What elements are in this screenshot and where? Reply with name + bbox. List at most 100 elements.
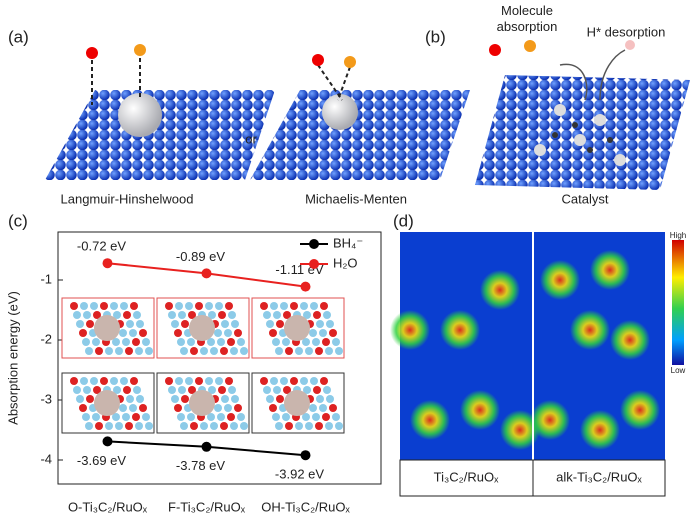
density-blob — [460, 390, 500, 430]
inset-atom — [295, 422, 303, 430]
inset-atom — [185, 302, 193, 310]
inset-atom — [168, 311, 176, 319]
density-blob — [440, 310, 480, 350]
inset-atom — [227, 338, 235, 346]
density-blob — [390, 310, 430, 350]
value-label: -3.69 eV — [77, 453, 126, 468]
density-blob — [410, 400, 450, 440]
caption: Langmuir-Hinshelwood — [61, 191, 194, 206]
inset-atom — [228, 386, 236, 394]
inset-atom — [177, 338, 185, 346]
inset-atom — [225, 377, 233, 385]
inset-atom — [315, 422, 323, 430]
inset-atom — [171, 395, 179, 403]
inset-atom — [180, 347, 188, 355]
value-label: -0.72 eV — [77, 239, 126, 254]
inset-atom — [266, 395, 274, 403]
inset-atom — [119, 329, 127, 337]
inset-atom — [181, 320, 189, 328]
marker — [300, 281, 311, 292]
inset-atom — [303, 311, 311, 319]
inset-atom — [79, 404, 87, 412]
inset-atom — [272, 413, 280, 421]
y-tick-label: -4 — [40, 451, 52, 466]
inset-atom — [283, 311, 291, 319]
inset-atom — [319, 404, 327, 412]
inset-atom — [300, 302, 308, 310]
inset-atom — [309, 329, 317, 337]
inset-atom — [80, 377, 88, 385]
inset-atom — [215, 302, 223, 310]
inset-atom — [272, 338, 280, 346]
label: Molecule absorption — [497, 3, 558, 34]
atom — [118, 93, 162, 137]
inset-atom — [165, 377, 173, 385]
y-tick-label: -1 — [40, 271, 52, 286]
density-blob — [620, 390, 660, 430]
inset-cluster — [284, 315, 310, 341]
inset-atom — [200, 422, 208, 430]
inset-atom — [310, 377, 318, 385]
inset-atom — [300, 377, 308, 385]
inset-atom — [76, 320, 84, 328]
panel-a: (a) or Langmuir-Hinshelwood Michaelis-Me… — [8, 27, 470, 206]
inset-atom — [82, 338, 90, 346]
inset-atom — [188, 311, 196, 319]
inset-atom — [326, 395, 334, 403]
inset-atom — [178, 386, 186, 394]
plot-frame — [57, 231, 382, 485]
inset-atom — [218, 311, 226, 319]
inset-atom — [214, 404, 222, 412]
label: H* desorption — [587, 24, 666, 39]
inset-atom — [112, 338, 120, 346]
x-tick-label: F-Ti₃C₂/RuOₓ — [168, 499, 246, 514]
lattice — [45, 90, 275, 180]
inset-atom — [175, 302, 183, 310]
inset-atom — [181, 395, 189, 403]
inset-atom — [190, 347, 198, 355]
inset-atom — [187, 338, 195, 346]
legend-label: H₂O — [333, 255, 358, 270]
legend-marker — [309, 259, 319, 269]
inset-atom — [80, 302, 88, 310]
panel-c: (c) Absorption energy (eV) -4 -3 -2 -1 O-Ti₃C… — [5, 211, 382, 514]
inset-atom — [302, 413, 310, 421]
inset-atom — [276, 320, 284, 328]
inset-atom — [136, 395, 144, 403]
inset-atom — [270, 377, 278, 385]
inset-atom — [335, 347, 343, 355]
inset-atom — [93, 311, 101, 319]
inset-atom — [273, 386, 281, 394]
inset-atom — [188, 386, 196, 394]
inset-atom — [195, 302, 203, 310]
inset-atom — [93, 386, 101, 394]
density-blob — [610, 320, 650, 360]
inset-atom — [135, 422, 143, 430]
inset-atom — [187, 413, 195, 421]
inset-atom — [273, 311, 281, 319]
inset-atom — [313, 311, 321, 319]
inset-atom — [178, 311, 186, 319]
y-tick-label: -2 — [40, 331, 52, 346]
inset-atom — [76, 395, 84, 403]
inset-atom — [123, 386, 131, 394]
inset-atom — [280, 377, 288, 385]
inset-atom — [86, 320, 94, 328]
inset-atom — [92, 338, 100, 346]
inset-atom — [283, 386, 291, 394]
insets — [61, 297, 345, 434]
inset-atom — [130, 377, 138, 385]
inset-atom — [234, 404, 242, 412]
inset-atom — [322, 413, 330, 421]
marker — [102, 258, 113, 269]
inset-atom — [86, 395, 94, 403]
inset-atom — [323, 386, 331, 394]
inset-atom — [315, 347, 323, 355]
y-tick-label: -3 — [40, 391, 52, 406]
lattice — [475, 75, 690, 190]
inset-atom — [280, 302, 288, 310]
inset-atom — [177, 413, 185, 421]
inset-atom — [210, 422, 218, 430]
inset-atom — [133, 386, 141, 394]
